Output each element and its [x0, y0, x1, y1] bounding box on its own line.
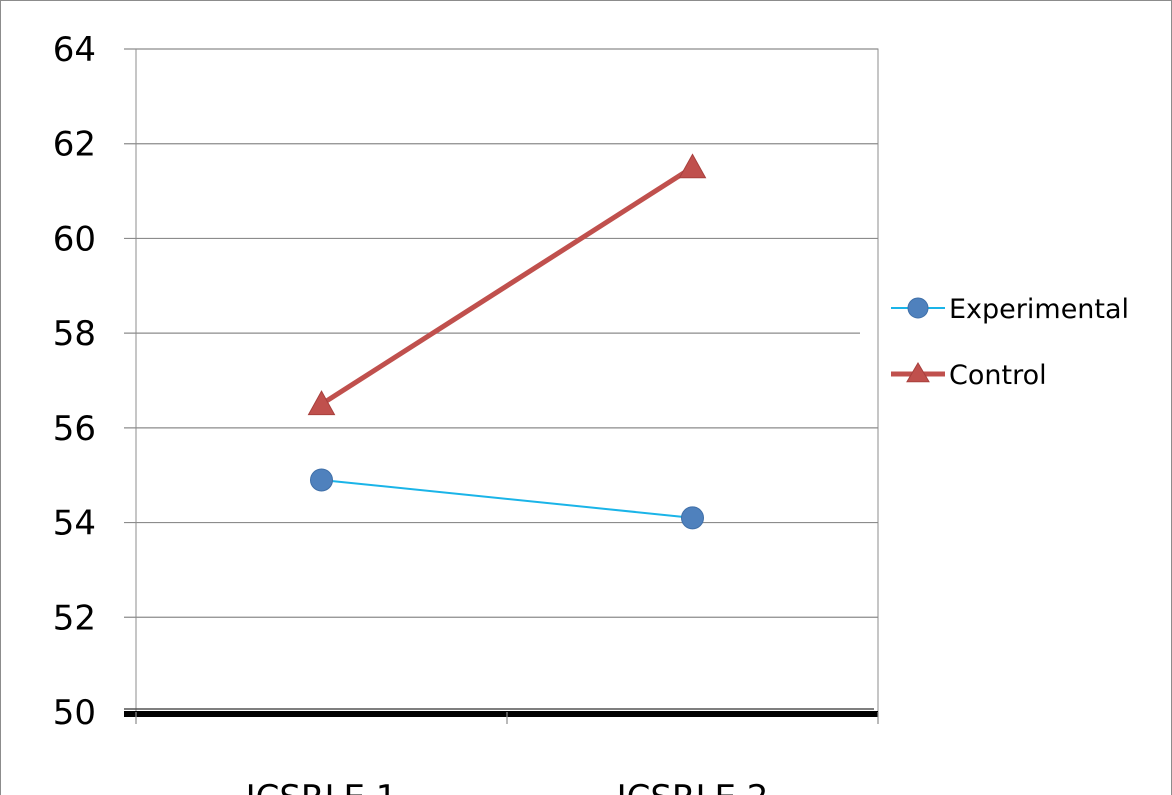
- y-tick-label: 58: [53, 314, 96, 354]
- y-tick-label: 50: [53, 693, 96, 733]
- y-tick-label: 54: [53, 504, 96, 544]
- x-tick-label: ICSRLE 2: [617, 778, 769, 795]
- data-point: [678, 153, 707, 179]
- x-axis-ticks: ICSRLE 1 ICSRLE 2: [246, 778, 769, 795]
- legend-marker: [907, 297, 929, 319]
- y-tick-label: 62: [53, 125, 96, 165]
- gridlines: [124, 48, 878, 618]
- y-tick-label: 64: [53, 30, 96, 70]
- legend-label: Control: [949, 360, 1047, 391]
- series-group: [307, 153, 707, 530]
- series-line-experimental: [321, 478, 693, 519]
- y-tick-label: 56: [53, 409, 96, 449]
- x-axis: [124, 708, 879, 724]
- plot-area: [135, 48, 879, 713]
- legend-marker: [906, 362, 930, 383]
- y-tick-label: 52: [53, 598, 96, 638]
- y-axis-ticks: 50 52 54 56 58 60 62 64: [53, 30, 96, 733]
- legend-label: Experimental: [949, 294, 1129, 325]
- data-point: [681, 506, 704, 530]
- legend: Experimental Control: [891, 294, 1129, 391]
- data-point: [310, 468, 333, 492]
- x-tick-label: ICSRLE 1: [246, 778, 398, 795]
- data-point: [307, 390, 336, 416]
- y-tick-label: 60: [53, 219, 96, 259]
- series-line-control: [320, 165, 694, 407]
